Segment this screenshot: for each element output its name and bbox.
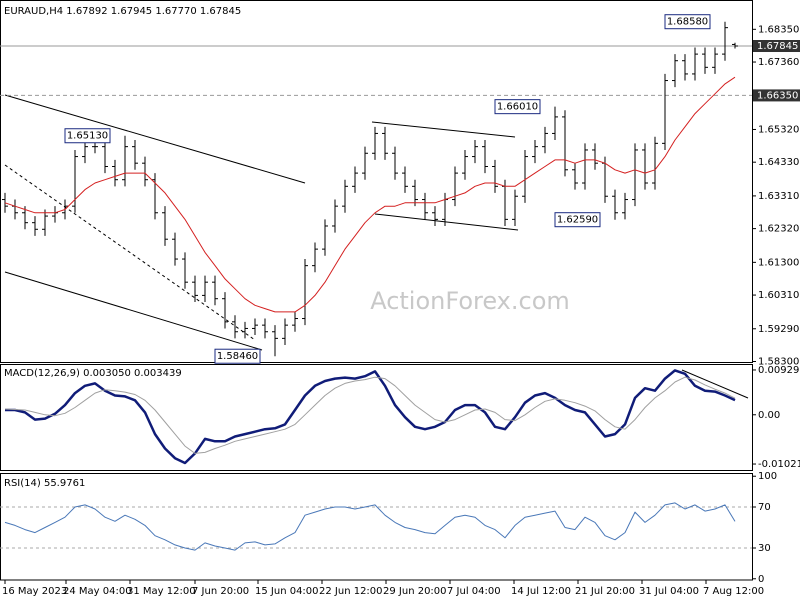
- y-tick-label: 1.68350: [758, 24, 799, 35]
- series-line: [5, 369, 736, 465]
- annotation-box: [554, 212, 601, 228]
- x-tick-label: 15 Jun 04:00: [255, 586, 319, 597]
- panel-title: EURAUD,H4 1.67892 1.67945 1.67770 1.6784…: [4, 6, 241, 17]
- trend-line: [371, 121, 516, 138]
- y-tick-label: 100: [758, 471, 777, 482]
- annotation-box: [664, 14, 711, 30]
- rsi-frame: [0, 473, 753, 581]
- x-tick-label: 7 Aug 12:00: [703, 586, 764, 597]
- annotation-label: 1.62590: [557, 215, 598, 226]
- x-tick-label: 31 Jul 04:00: [639, 586, 699, 597]
- annotation-label: 1.68580: [667, 17, 708, 28]
- x-tick-label: 29 Jun 20:00: [383, 586, 447, 597]
- x-tick-label: 16 May 2023: [2, 586, 67, 597]
- x-tick-label: 21 Jul 20:00: [575, 586, 635, 597]
- y-tick-label: 0: [758, 574, 764, 585]
- series-line: [4, 502, 736, 551]
- x-tick-label: 24 May 04:00: [63, 586, 132, 597]
- series-line: [4, 376, 736, 454]
- trend-lines: [4, 94, 749, 399]
- panel-title: MACD(12,26,9) 0.003050 0.003439: [4, 368, 182, 379]
- annotation-label: 1.65130: [67, 131, 108, 142]
- y-tick-label: -0.010211: [758, 459, 800, 470]
- y-tick-label: 1.60310: [758, 290, 799, 301]
- frames: [0, 0, 753, 581]
- trend-line: [374, 213, 519, 231]
- y-tick-label: 30: [758, 543, 771, 554]
- y-tick-label: 1.64330: [758, 157, 799, 168]
- price-level-box: [753, 40, 800, 53]
- annotation-label: 1.66010: [497, 102, 538, 113]
- trend-line: [681, 369, 749, 399]
- watermark: ActionForex.com: [370, 287, 570, 315]
- annotation-box: [214, 348, 261, 364]
- price-level-box: [753, 89, 800, 102]
- y-tick-label: 1.61300: [758, 257, 799, 268]
- trend-line: [4, 164, 256, 341]
- price-frame: [0, 0, 753, 363]
- annotation-box: [494, 99, 541, 115]
- y-tick-label: 1.67360: [758, 57, 799, 68]
- y-tick-label: 0.00: [758, 410, 780, 421]
- x-tick-label: 31 May 12:00: [127, 586, 196, 597]
- price-level-label: 1.66350: [757, 90, 798, 101]
- y-tick-label: 1.62320: [758, 224, 799, 235]
- price-level-label: 1.67845: [757, 41, 798, 52]
- trend-line: [4, 94, 306, 184]
- trend-line: [4, 271, 263, 351]
- series-line: [4, 76, 736, 313]
- annotation-box: [64, 128, 111, 144]
- x-tick-label: 7 Jun 20:00: [192, 586, 249, 597]
- x-tick-label: 22 Jun 12:00: [319, 586, 383, 597]
- y-tick-label: 1.65320: [758, 124, 799, 135]
- panel-title: RSI(14) 55.9761: [4, 478, 85, 489]
- x-tick-label: 14 Jul 12:00: [511, 586, 571, 597]
- y-tick-label: 0.009291: [758, 365, 800, 376]
- x-tick-label: 7 Jul 04:00: [447, 586, 501, 597]
- y-tick-label: 1.58300: [758, 357, 799, 368]
- y-tick-label: 70: [758, 502, 771, 513]
- macd-frame: [0, 364, 753, 471]
- y-tick-label: 1.63310: [758, 191, 799, 202]
- annotation-label: 1.58460: [217, 351, 258, 362]
- y-tick-label: 1.59290: [758, 324, 799, 335]
